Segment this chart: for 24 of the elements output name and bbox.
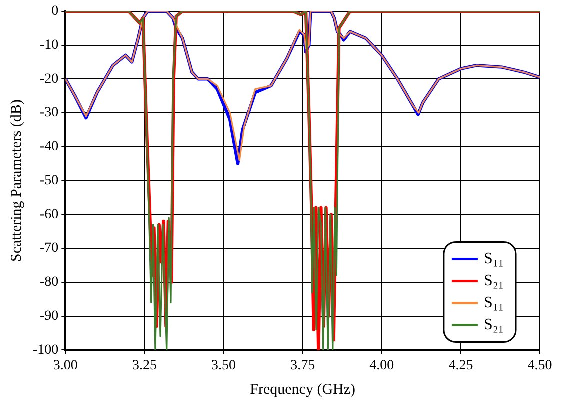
legend-label: S₁₁ [484,294,504,312]
x-tick-label: 3.75 [290,358,316,374]
y-tick-label: -20 [40,72,59,87]
x-tick-label: 3.50 [212,358,236,374]
x-axis-title: Frequency (GHz) [250,382,356,398]
y-tick-label: -50 [40,173,59,188]
y-tick-label: -70 [40,241,59,256]
y-tick-label: -30 [40,106,59,121]
y-tick-label: 0 [52,4,59,20]
x-tick-label: 4.00 [370,358,394,374]
legend-label: S₂₁ [484,272,504,290]
y-axis-title: Scattering Parameters (dB) [8,100,25,262]
y-tick-label: -80 [40,275,59,290]
y-tick-label: -60 [40,207,59,222]
x-tick-label: 4.50 [528,358,552,374]
x-tick-label: 3.00 [53,358,78,374]
y-tick-label: -10 [40,38,59,53]
x-tick-label: 3.25 [132,358,157,374]
legend-label: S₁₁ [484,250,504,268]
y-tick-label: -40 [40,140,59,155]
y-tick-label: -90 [40,308,59,324]
y-tick-label: -100 [32,342,59,358]
x-tick-label: 4.25 [448,358,474,374]
legend-label: S₂₁ [484,316,504,334]
